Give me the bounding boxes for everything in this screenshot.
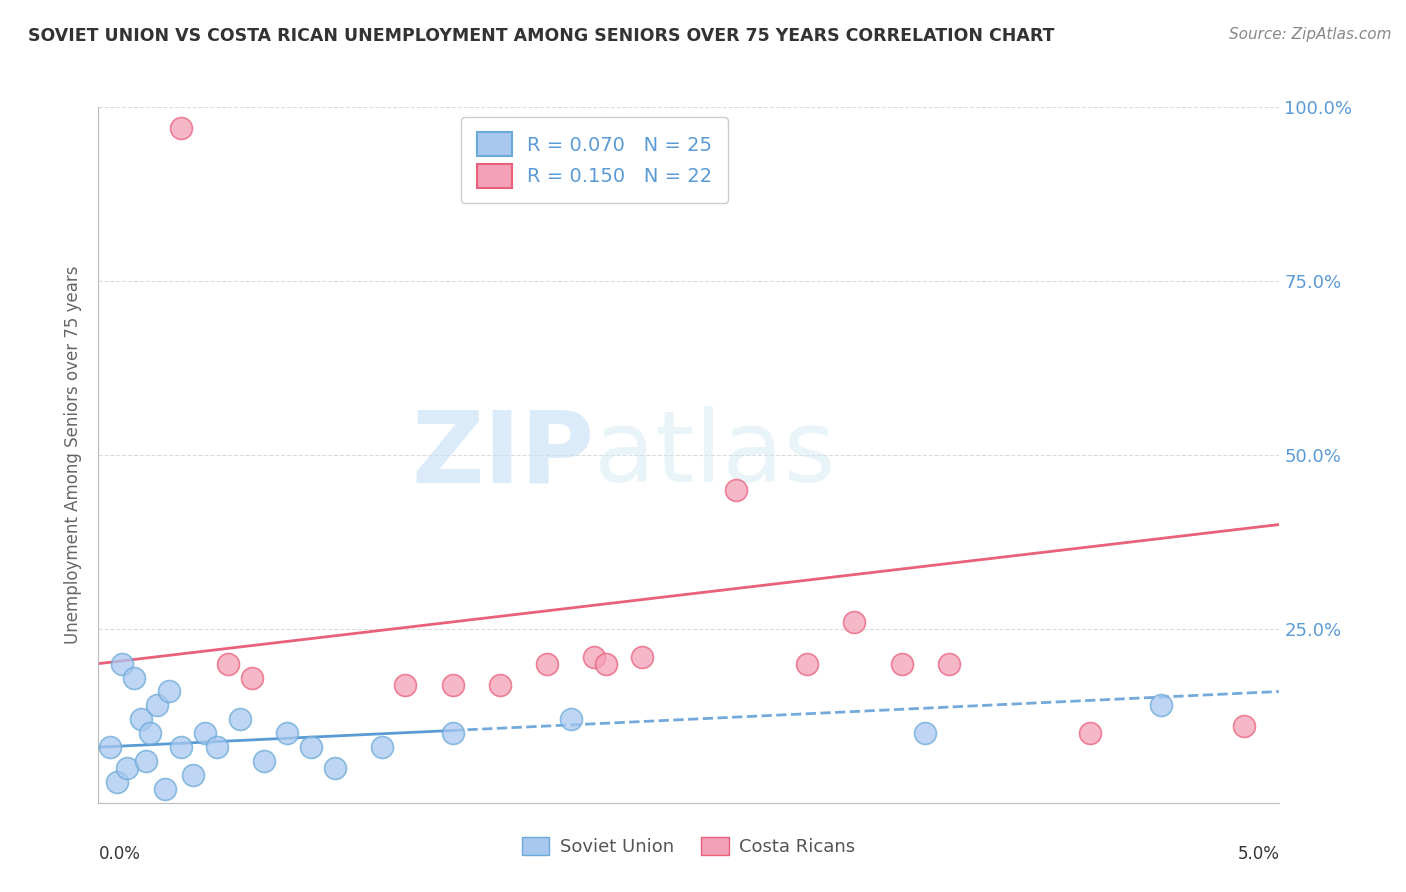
Text: SOVIET UNION VS COSTA RICAN UNEMPLOYMENT AMONG SENIORS OVER 75 YEARS CORRELATION: SOVIET UNION VS COSTA RICAN UNEMPLOYMENT… (28, 27, 1054, 45)
Point (441, 726, 464, 740)
Text: ZIP: ZIP (412, 407, 595, 503)
Point (115, 761, 138, 775)
Point (796, 657, 818, 671)
Point (181, 768, 204, 782)
Point (1080, 726, 1102, 740)
Point (938, 657, 960, 671)
Point (253, 754, 276, 768)
Point (170, 740, 193, 755)
Point (129, 712, 152, 726)
Point (536, 657, 558, 671)
Point (371, 740, 394, 755)
Point (914, 726, 936, 740)
Point (595, 657, 617, 671)
Point (194, 726, 217, 740)
Point (217, 657, 239, 671)
Point (560, 712, 582, 726)
Point (111, 657, 134, 671)
Point (394, 677, 416, 691)
Point (844, 615, 866, 629)
Point (157, 684, 180, 698)
Point (240, 671, 263, 685)
Point (135, 754, 157, 768)
Text: atlas: atlas (595, 407, 837, 503)
Text: 0.0%: 0.0% (98, 845, 141, 863)
Legend: Soviet Union, Costa Ricans: Soviet Union, Costa Ricans (515, 830, 863, 863)
Point (1150, 698, 1173, 713)
Point (441, 677, 464, 691)
Point (299, 740, 322, 755)
Point (170, 120, 193, 135)
Point (583, 649, 606, 664)
Point (890, 657, 912, 671)
Point (1233, 719, 1256, 733)
Point (276, 726, 298, 740)
Point (630, 649, 652, 664)
Y-axis label: Unemployment Among Seniors over 75 years: Unemployment Among Seniors over 75 years (65, 266, 83, 644)
Point (323, 761, 346, 775)
Point (146, 698, 169, 713)
Text: 5.0%: 5.0% (1237, 845, 1279, 863)
Point (98, 740, 121, 755)
Point (725, 483, 748, 497)
Point (229, 712, 252, 726)
Text: Source: ZipAtlas.com: Source: ZipAtlas.com (1229, 27, 1392, 42)
Point (139, 726, 162, 740)
Point (122, 671, 145, 685)
Point (489, 677, 512, 691)
Point (153, 781, 176, 796)
Point (105, 775, 128, 789)
Point (205, 740, 228, 755)
